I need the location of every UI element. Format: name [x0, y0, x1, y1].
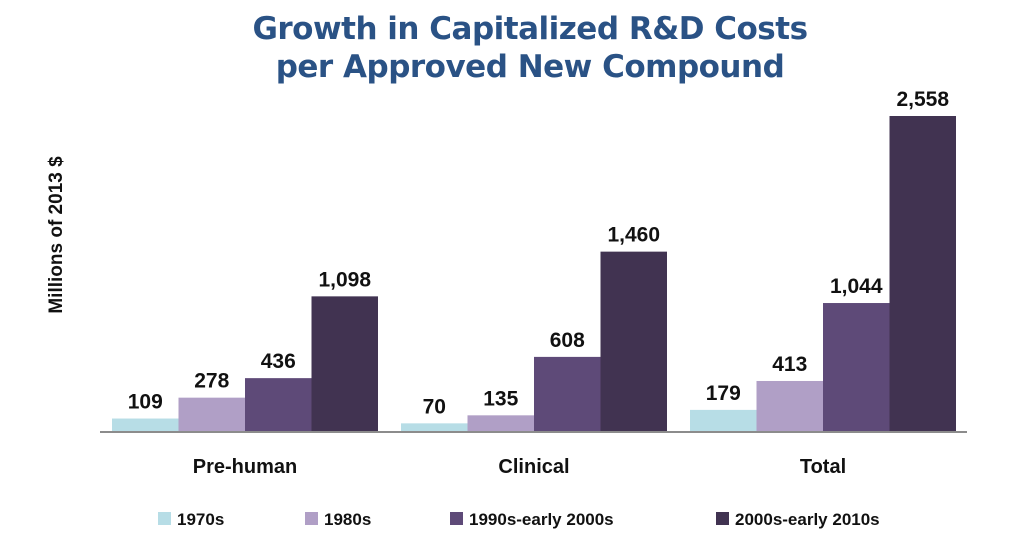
chart-title-line-1: Growth in Capitalized R&D Costs	[252, 11, 808, 47]
bar-total-1990s-early-2000s	[823, 303, 890, 432]
legend-swatch	[158, 512, 171, 525]
bar-pre-human-1970s	[112, 418, 179, 432]
chart-title: Growth in Capitalized R&D Costs per Appr…	[0, 10, 1024, 86]
category-label: Total	[800, 456, 846, 478]
bar-total-1980s	[756, 380, 823, 432]
value-label: 70	[423, 395, 446, 418]
legend-swatch	[305, 512, 318, 525]
bar-clinical-2000s-early-2010s	[600, 251, 667, 432]
value-label: 1,460	[607, 224, 660, 247]
value-label: 1,098	[318, 268, 371, 291]
legend-swatch	[716, 512, 729, 525]
bars-layer	[112, 116, 956, 432]
value-label: 608	[550, 329, 585, 352]
legend: 1970s 1980s 1990s-early 2000s 2000s-early 2…	[158, 510, 880, 529]
value-label: 1,044	[830, 275, 883, 298]
legend-label: 2000s-early 2010s	[735, 510, 880, 529]
legend-item: 1970s	[158, 510, 224, 529]
bar-clinical-1990s-early-2000s	[534, 356, 601, 432]
y-axis-label: Millions of 2013 $	[46, 156, 67, 314]
category-label: Pre-human	[193, 456, 297, 478]
value-label: 2,558	[896, 88, 949, 111]
legend-label: 1990s-early 2000s	[469, 510, 614, 529]
value-labels-layer: 109 278 436 1,098 70 135 608 1,460 179 413 1,044 2,…	[128, 88, 950, 418]
legend-item: 2000s-early 2010s	[716, 510, 880, 529]
bar-clinical-1970s	[401, 423, 468, 432]
value-label: 135	[483, 387, 518, 410]
value-label: 109	[128, 391, 163, 414]
bar-clinical-1980s	[467, 415, 534, 432]
bar-total-1970s	[690, 409, 757, 432]
legend-swatch	[450, 512, 463, 525]
legend-label: 1980s	[324, 510, 371, 529]
value-label: 179	[706, 382, 741, 405]
bar-pre-human-1990s-early-2000s	[245, 378, 312, 432]
bar-pre-human-1980s	[178, 397, 245, 432]
bar-total-2000s-early-2010s	[889, 116, 956, 432]
value-label: 278	[194, 370, 229, 393]
legend-label: 1970s	[177, 510, 224, 529]
bar-pre-human-2000s-early-2010s	[311, 296, 378, 432]
chart-title-line-2: per Approved New Compound	[275, 49, 785, 85]
category-labels-layer: Pre-human Clinical Total	[193, 456, 846, 478]
value-label: 436	[261, 350, 296, 373]
legend-item: 1990s-early 2000s	[450, 510, 614, 529]
category-label: Clinical	[498, 456, 569, 478]
legend-item: 1980s	[305, 510, 371, 529]
value-label: 413	[772, 353, 807, 376]
